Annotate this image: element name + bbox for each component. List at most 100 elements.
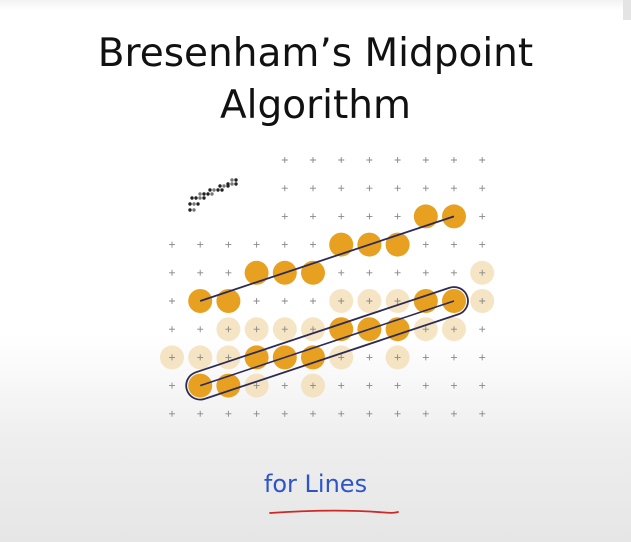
icon-dot <box>188 202 192 206</box>
icon-dot <box>198 196 202 200</box>
grid-plus <box>225 354 232 361</box>
grid-plus <box>253 382 260 389</box>
grid-plus <box>394 410 401 417</box>
grid-plus <box>281 326 288 333</box>
upper-line-pixel <box>329 232 354 257</box>
grid-plus <box>422 241 429 248</box>
dot-matrix-icon <box>188 178 238 212</box>
grid-plus <box>338 213 345 220</box>
grid-plus <box>479 185 486 192</box>
grid-plus <box>169 382 175 389</box>
lower-ideal-line <box>199 300 455 387</box>
grid-plus <box>310 410 316 417</box>
grid-plus <box>310 157 316 163</box>
grid-plus <box>479 354 486 361</box>
grid-plus <box>338 298 345 304</box>
grid-plus <box>310 185 316 192</box>
icon-dot <box>234 178 238 182</box>
grid-plus <box>225 269 232 276</box>
grid-plus <box>281 298 288 304</box>
grid-plus <box>366 354 373 361</box>
grid-plus <box>422 410 429 417</box>
grid-plus <box>310 326 316 333</box>
grid-plus <box>394 269 401 276</box>
lower-line-pixel <box>301 345 325 370</box>
icon-dot <box>192 208 196 212</box>
corner-mark <box>623 0 631 20</box>
grid-plus <box>281 185 288 192</box>
grid-plus <box>281 382 288 389</box>
grid-plus <box>197 354 204 361</box>
grid-plus <box>338 269 345 276</box>
icon-dot <box>202 196 206 200</box>
grid-plus <box>394 157 401 163</box>
grid-plus <box>451 157 457 163</box>
lower-line-pixel <box>413 289 438 313</box>
grid-plus <box>338 185 345 192</box>
grid-plus <box>169 326 175 333</box>
grid-plus <box>451 382 457 389</box>
grid-plus <box>451 354 457 361</box>
grid-plus <box>479 269 486 276</box>
grid-plus <box>422 185 429 192</box>
grid-plus <box>310 241 316 248</box>
grid-plus <box>451 326 457 333</box>
grid-plus <box>422 157 429 163</box>
icon-dot <box>198 192 202 196</box>
grid-plus <box>169 241 175 248</box>
grid-plus <box>479 298 486 304</box>
grid-plus <box>479 157 486 163</box>
upper-line-pixel <box>244 260 269 285</box>
icon-dot <box>216 188 220 192</box>
icon-dot <box>192 202 196 206</box>
grid-plus <box>253 241 260 248</box>
grid-plus <box>366 382 373 389</box>
upper-line-pixel <box>216 289 241 313</box>
grid-plus <box>394 185 401 192</box>
grid-plus <box>366 185 373 192</box>
grid-plus <box>253 298 260 304</box>
icon-dot <box>220 188 224 192</box>
grid-plus <box>366 269 373 276</box>
grid-plus <box>225 326 232 333</box>
grid-plus <box>394 298 401 304</box>
grid-plus <box>479 410 486 417</box>
grid-plus <box>422 326 429 333</box>
icon-dot <box>208 188 212 192</box>
grid-plus <box>253 326 260 333</box>
grid-plus <box>394 382 401 389</box>
grid-plus <box>281 157 288 163</box>
icon-dot <box>226 184 230 188</box>
grid-plus <box>225 410 232 417</box>
grid-plus <box>197 269 204 276</box>
grid-plus <box>310 213 316 220</box>
grid-plus <box>422 382 429 389</box>
grid-plus <box>338 382 345 389</box>
icon-dot <box>210 192 214 196</box>
grid-plus <box>451 185 457 192</box>
grid-plus <box>451 241 457 248</box>
grid-plus <box>422 354 429 361</box>
grid-plus <box>253 410 260 417</box>
icon-dot <box>212 188 216 192</box>
ideal-lines <box>185 215 469 401</box>
grid-plus <box>394 354 401 361</box>
upper-ideal-line <box>199 215 455 302</box>
slide-top-edge <box>0 0 631 10</box>
grid-plus <box>451 410 457 417</box>
title-line-2: Algorithm <box>219 83 411 128</box>
icon-dot <box>194 196 198 200</box>
grid-plus <box>197 326 204 333</box>
grid-plus <box>338 410 345 417</box>
grid-plus <box>310 382 316 389</box>
icon-dot <box>190 196 194 200</box>
grid-plus <box>479 213 486 220</box>
subtitle: for Lines <box>263 470 368 498</box>
grid-plus <box>422 269 429 276</box>
icon-dot <box>202 192 206 196</box>
icon-dot <box>196 202 200 206</box>
grid-plus <box>479 326 486 333</box>
lower-line-pixel <box>244 345 269 370</box>
